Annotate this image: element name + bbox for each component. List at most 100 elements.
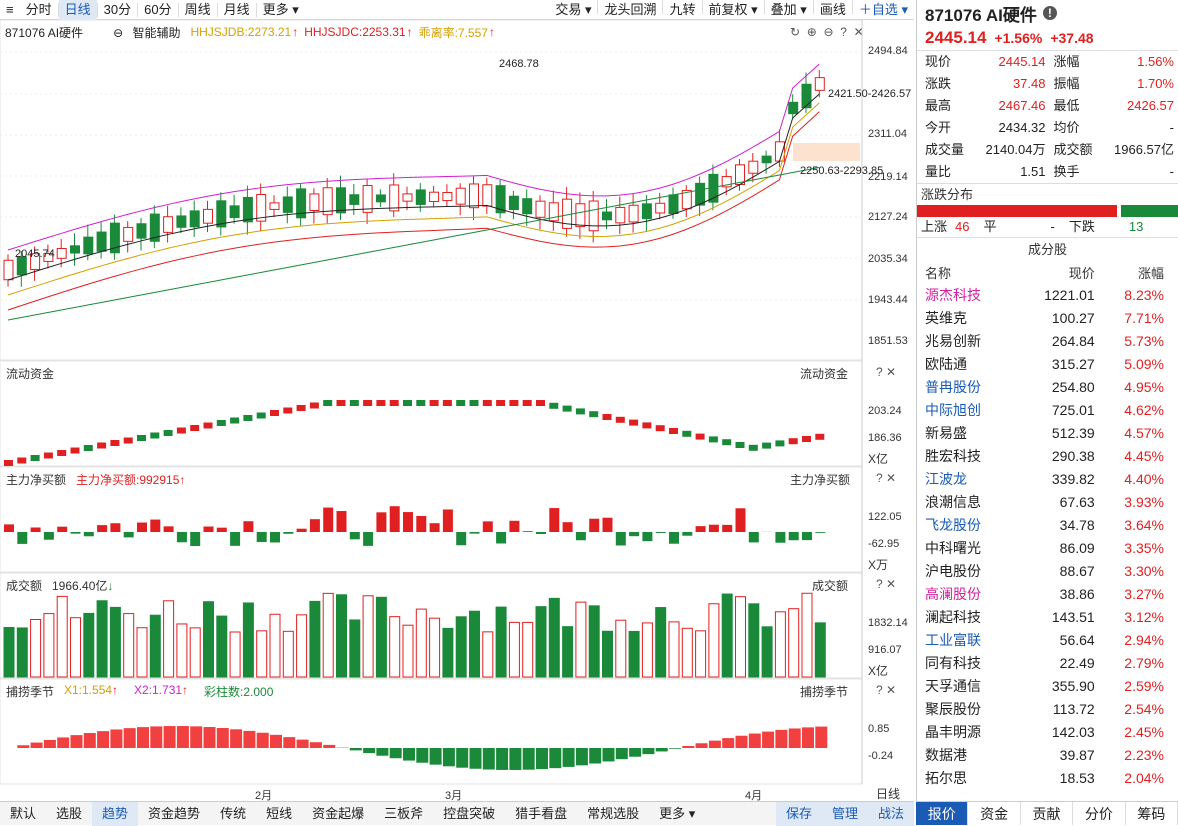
help-icon[interactable]: ?: [876, 683, 883, 697]
tab-three-axe[interactable]: 三板斧: [374, 802, 433, 826]
tab-more-bottom[interactable]: 更多 ▾: [649, 802, 705, 826]
tab-60min[interactable]: 60分: [138, 0, 177, 20]
stock-name: 数据港: [917, 743, 1016, 766]
stock-pct-cell: 3.64%: [1095, 513, 1178, 536]
tab-select[interactable]: 选股: [46, 802, 92, 826]
col-name[interactable]: 名称: [917, 261, 1016, 283]
stock-pct-cell: 2.79%: [1095, 651, 1178, 674]
draw-button[interactable]: 画线: [814, 0, 852, 20]
manage-button[interactable]: 管理: [822, 802, 868, 826]
leader-review-button[interactable]: 龙头回溯: [598, 0, 662, 20]
tab-control[interactable]: 控盘突破: [433, 802, 505, 826]
trade-label: 交易: [555, 2, 581, 17]
tab-chips[interactable]: 筹码: [1126, 802, 1178, 825]
tab-traditional[interactable]: 传统: [210, 802, 256, 826]
net-bar: [509, 521, 519, 532]
down-count: 13: [1129, 217, 1143, 237]
tab-30min[interactable]: 30分: [98, 0, 137, 20]
season-x2-text: X2:1.731: [134, 683, 182, 697]
tab-fenshi[interactable]: 分时: [20, 0, 58, 20]
net-bar: [642, 532, 652, 541]
col-price[interactable]: 现价: [1016, 261, 1094, 283]
add-watchlist-button[interactable]: ＋自选 ▾: [853, 0, 914, 20]
close-icon[interactable]: ✕: [886, 683, 896, 697]
nine-turn-button[interactable]: 九转: [663, 0, 701, 20]
help-icon[interactable]: ?: [876, 471, 883, 485]
tab-hunter[interactable]: 猎手看盘: [505, 802, 577, 826]
flow-bar: [669, 428, 678, 434]
tab-daily[interactable]: 日线: [59, 0, 97, 20]
flow-bar: [642, 422, 651, 428]
tab-monthly[interactable]: 月线: [218, 0, 256, 20]
tab-quote[interactable]: 报价: [916, 802, 968, 825]
close-icon[interactable]: ✕: [886, 365, 896, 379]
net-bar: [722, 525, 732, 532]
tab-more[interactable]: 更多 ▾: [257, 0, 305, 20]
season-bar: [456, 748, 468, 768]
close-icon[interactable]: ✕: [886, 577, 896, 591]
save-button[interactable]: 保存: [776, 802, 822, 826]
candle-body: [350, 195, 359, 205]
flow-bar: [616, 417, 625, 423]
tab-fund-trend[interactable]: 资金趋势: [138, 802, 210, 826]
stock-pct-cell: 2.94%: [1095, 628, 1178, 651]
tab-fund-burst[interactable]: 资金起爆: [302, 802, 374, 826]
menu-icon[interactable]: ≡: [0, 0, 20, 20]
adjust-button[interactable]: 前复权 ▾: [703, 0, 764, 20]
tactic-button[interactable]: 战法: [868, 802, 914, 826]
tab-short[interactable]: 短线: [256, 802, 302, 826]
flow-bar: [682, 431, 691, 437]
net-bar: [390, 506, 400, 532]
trade-button[interactable]: 交易 ▾: [549, 0, 597, 20]
quote-label: 均价: [1054, 117, 1080, 139]
close-icon[interactable]: ✕: [886, 471, 896, 485]
net-bar: [656, 532, 666, 533]
flow-bar: [164, 430, 173, 436]
tab-price-dist[interactable]: 分价: [1073, 802, 1125, 825]
help-icon[interactable]: ?: [876, 577, 883, 591]
volume-bar: [376, 597, 386, 677]
net-bar: [97, 525, 107, 532]
tab-default[interactable]: 默认: [0, 802, 46, 826]
tab-weekly[interactable]: 周线: [179, 0, 217, 20]
col-pct[interactable]: 涨幅: [1095, 261, 1178, 283]
tab-regular[interactable]: 常规选股: [577, 802, 649, 826]
tab-trend[interactable]: 趋势: [92, 802, 138, 826]
net-bar: [150, 520, 160, 532]
tab-contribution[interactable]: 贡献: [1021, 802, 1073, 825]
info-icon[interactable]: !: [1043, 6, 1057, 20]
stock-name: 江波龙: [917, 467, 1016, 490]
volume-bar: [762, 627, 772, 677]
tab-fund[interactable]: 资金: [968, 802, 1020, 825]
flat-count: -: [1051, 217, 1055, 237]
stock-name: 飞龙股份: [917, 513, 1016, 536]
price-tick: 2035.34: [868, 253, 908, 265]
stock-name: 中科曙光: [917, 536, 1016, 559]
overlay-button[interactable]: 叠加 ▾: [765, 0, 813, 20]
stock-pct-cell: 3.30%: [1095, 559, 1178, 582]
help-icon[interactable]: ?: [876, 365, 883, 379]
